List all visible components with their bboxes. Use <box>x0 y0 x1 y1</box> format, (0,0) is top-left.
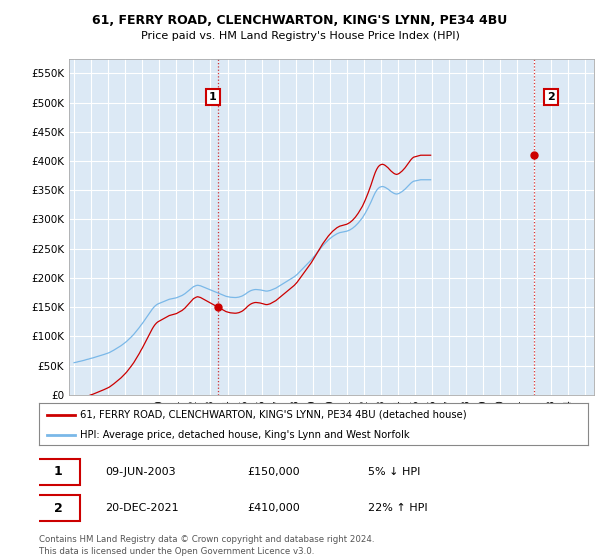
Text: £150,000: £150,000 <box>248 467 300 477</box>
Text: 09-JUN-2003: 09-JUN-2003 <box>105 467 176 477</box>
FancyBboxPatch shape <box>36 459 80 485</box>
Text: 2: 2 <box>547 92 555 102</box>
Text: Contains HM Land Registry data © Crown copyright and database right 2024.
This d: Contains HM Land Registry data © Crown c… <box>39 535 374 556</box>
Text: 1: 1 <box>209 92 217 102</box>
Text: £410,000: £410,000 <box>248 503 301 513</box>
Text: 22% ↑ HPI: 22% ↑ HPI <box>368 503 428 513</box>
Text: 1: 1 <box>54 465 62 478</box>
Text: HPI: Average price, detached house, King's Lynn and West Norfolk: HPI: Average price, detached house, King… <box>80 430 410 440</box>
Text: 61, FERRY ROAD, CLENCHWARTON, KING'S LYNN, PE34 4BU (detached house): 61, FERRY ROAD, CLENCHWARTON, KING'S LYN… <box>80 410 467 420</box>
FancyBboxPatch shape <box>36 495 80 521</box>
Text: 2: 2 <box>54 502 62 515</box>
Text: 20-DEC-2021: 20-DEC-2021 <box>105 503 179 513</box>
Text: Price paid vs. HM Land Registry's House Price Index (HPI): Price paid vs. HM Land Registry's House … <box>140 31 460 41</box>
Text: 61, FERRY ROAD, CLENCHWARTON, KING'S LYNN, PE34 4BU: 61, FERRY ROAD, CLENCHWARTON, KING'S LYN… <box>92 14 508 27</box>
Text: 5% ↓ HPI: 5% ↓ HPI <box>368 467 421 477</box>
